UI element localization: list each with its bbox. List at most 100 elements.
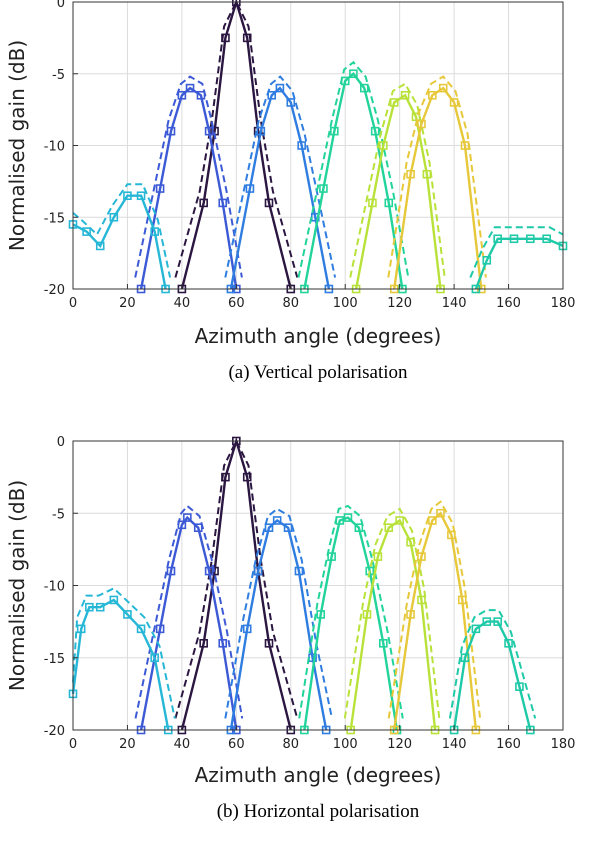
x-tick-label: 80 [283,737,300,752]
data-point [482,255,492,265]
data-point [515,682,524,691]
x-tick-label: 180 [551,737,576,752]
data-point [294,566,304,576]
x-tick-label: 160 [496,296,521,311]
measured-line [139,515,238,731]
data-point [199,638,208,648]
data-point [166,566,176,576]
data-point [193,523,203,533]
data-point [221,472,230,482]
data-point [253,566,263,576]
data-point [389,98,399,107]
modelled-line [387,500,482,719]
data-point [319,184,328,193]
x-tick-label: 100 [333,296,358,311]
measured-line [474,237,564,290]
data-point [373,552,383,561]
x-tick-label: 100 [333,737,358,752]
modelled-line [387,75,487,278]
data-point [406,169,415,179]
data-point [368,198,377,208]
series [343,507,441,735]
data-point [362,610,372,619]
series [387,500,482,735]
y-tick-label: -5 [52,68,65,83]
data-point [457,595,467,605]
data-point [460,653,470,663]
y-tick-label: 0 [57,435,65,450]
data-point [359,83,369,93]
series [68,183,172,294]
data-point [183,513,192,522]
data-point [177,520,187,530]
modelled-line [224,75,337,278]
data-point [264,638,274,648]
series [298,504,404,735]
data-point [272,516,282,525]
x-tick-label: 0 [69,296,77,311]
x-tick-label: 20 [119,296,136,311]
data-point [417,552,426,561]
data-point [384,523,394,533]
data-point [204,126,214,136]
measured-line [229,86,331,290]
x-tick-label: 80 [283,296,300,311]
data-point [460,141,470,150]
data-point [242,472,252,482]
measured-line [349,518,437,731]
data-point [379,141,388,150]
data-point [422,169,432,179]
data-point [428,516,437,525]
modelled-line [224,507,333,719]
x-tick-label: 40 [174,296,191,311]
y-axis-label: Normalised gain (dB) [5,40,29,251]
data-point [349,69,358,79]
measured-line [71,598,170,731]
data-point [264,523,274,533]
x-axis-label: Azimuth angle (degrees) [195,324,442,348]
modelled-line [448,609,537,719]
modelled-line [343,507,441,719]
series [448,609,537,735]
data-point [417,119,426,129]
series [68,587,176,735]
x-tick-label: 0 [69,737,77,752]
data-point [166,126,176,136]
figure-caption: (b) Horizontal polarisation [217,801,420,822]
data-point [109,212,119,222]
data-point [335,516,345,525]
data-point [199,198,208,208]
data-point [406,537,415,547]
data-point [395,516,404,525]
y-tick-label: -5 [52,507,65,522]
measured-line [452,620,532,731]
modelled-line [72,587,176,719]
x-tick-label: 60 [228,296,245,311]
data-point [256,126,266,136]
data-point [95,241,105,251]
data-point [123,191,132,201]
data-point [493,617,502,626]
y-tick-label: -20 [44,724,65,739]
data-point [428,90,437,100]
data-point [155,184,165,193]
data-point [316,610,326,619]
x-tick-label: 140 [442,737,467,752]
modelled-line [349,82,446,278]
data-point [504,638,513,648]
data-point [150,227,159,236]
measured-line [139,86,238,290]
series [469,226,568,294]
data-point [330,126,339,136]
x-tick-label: 20 [119,737,136,752]
data-point [204,566,214,576]
data-point [436,508,445,518]
data-point [155,624,165,634]
figure-caption: (a) Vertical polarisation [228,362,408,383]
data-point [221,33,230,43]
data-point [297,141,306,150]
data-point [379,638,388,648]
data-point [150,653,159,663]
data-point [406,610,415,619]
modelled-line [134,504,244,719]
